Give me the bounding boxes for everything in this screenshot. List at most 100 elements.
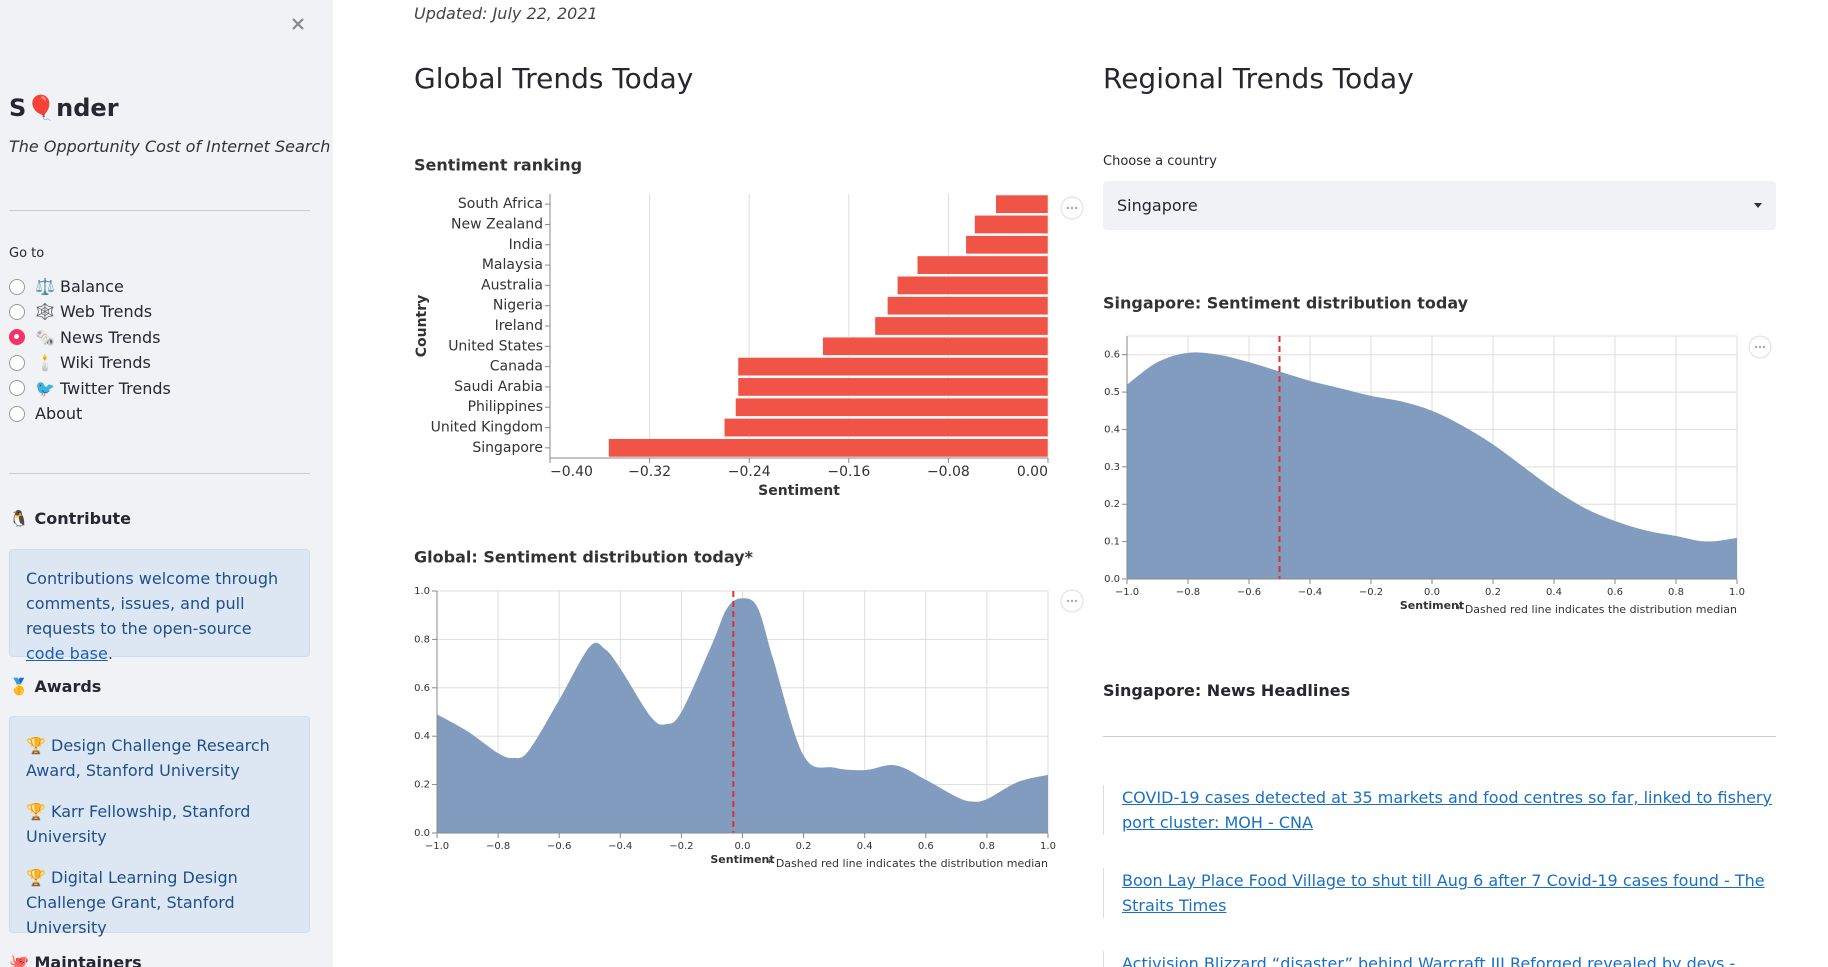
menu-dot (1066, 206, 1070, 210)
award-item: 🏆 Karr Fellowship, Stanford University (26, 802, 251, 846)
x-axis-title: Sentiment (710, 853, 774, 866)
y-tick-label: 0.0 (414, 828, 430, 839)
nav-option[interactable]: 🗞️ News Trends (9, 328, 160, 347)
x-tick-label: −0.6 (1237, 587, 1261, 598)
headline-link[interactable]: COVID-19 cases detected at 35 markets an… (1122, 788, 1772, 832)
x-tick-label: 0.0 (1424, 587, 1440, 598)
headline-link[interactable]: Activision Blizzard “disaster” behind Wa… (1122, 954, 1736, 967)
x-tick-label: −0.08 (927, 464, 970, 480)
section-heading: Global Trends Today (414, 62, 694, 95)
chart-title: Global: Sentiment distribution today* (414, 548, 754, 567)
radio-button[interactable] (9, 329, 25, 346)
x-tick-label: −0.4 (1298, 587, 1322, 598)
x-tick-label: −1.0 (1115, 587, 1139, 598)
bar (822, 336, 1049, 356)
nav-option[interactable]: ⚖️ Balance (9, 277, 124, 296)
y-tick-label: 0.2 (1104, 499, 1120, 510)
nav-label: 🐦 Twitter Trends (35, 378, 171, 398)
y-tick-label: 0.4 (1104, 424, 1120, 435)
category-label: Saudi Arabia (454, 379, 543, 395)
menu-dot (1762, 345, 1766, 349)
category-label: New Zealand (451, 216, 543, 232)
bar (974, 215, 1049, 234)
country-select[interactable]: Singapore (1103, 181, 1776, 230)
y-tick-label: 0.8 (414, 634, 430, 645)
bar (737, 357, 1049, 377)
close-button[interactable] (290, 16, 306, 32)
x-tick-label: −1.0 (425, 841, 449, 852)
category-label: United Kingdom (431, 420, 543, 436)
section-heading: Regional Trends Today (1103, 62, 1414, 95)
chart-note: * Dashed red line indicates the distribu… (767, 857, 1048, 870)
x-tick-label: −0.2 (1359, 587, 1383, 598)
y-tick-label: 0.5 (1104, 387, 1120, 398)
x-tick-label: 0.4 (1546, 587, 1562, 598)
bar (724, 418, 1049, 437)
menu-dot (1074, 206, 1078, 210)
nav-label: 🕸️ Web Trends (35, 302, 153, 322)
x-tick-label: −0.8 (1176, 587, 1200, 598)
select-value: Singapore (1117, 196, 1198, 215)
section-heading: 🐧 Contribute (9, 509, 131, 528)
headline: Activision Blizzard “disaster” behind Wa… (1103, 951, 1782, 967)
updated-date: Updated: July 22, 2021 (414, 4, 598, 23)
x-tick-label: 0.8 (1668, 587, 1684, 598)
bar (995, 194, 1049, 214)
y-tick-label: 0.0 (1104, 574, 1120, 585)
info-box: Contributions welcome through comments, … (9, 549, 310, 663)
category-label: Philippines (468, 399, 543, 415)
category-label: Ireland (495, 318, 543, 334)
radio-button[interactable] (9, 354, 25, 371)
nav-option[interactable]: 🕯️ Wiki Trends (9, 353, 151, 372)
density-area (437, 598, 1048, 833)
category-label: Australia (481, 277, 543, 293)
x-tick-label: −0.16 (827, 464, 870, 480)
x-tick-label: 0.2 (1485, 587, 1501, 598)
radio-button[interactable] (9, 303, 25, 320)
bar (917, 255, 1049, 275)
text: . (107, 644, 113, 663)
headline: Boon Lay Place Food Village to shut till… (1103, 868, 1782, 918)
section-heading: 🥇 Awards (9, 677, 102, 696)
x-axis-title: Sentiment (758, 483, 840, 499)
radio-button[interactable] (9, 380, 25, 397)
x-tick-label: −0.2 (669, 841, 693, 852)
menu-dot (1074, 599, 1078, 603)
nav-option[interactable]: About (9, 404, 82, 423)
y-tick-label: 0.6 (1104, 350, 1120, 361)
chart-title: Singapore: Sentiment distribution today (1103, 294, 1469, 313)
nav-option[interactable]: 🐦 Twitter Trends (9, 379, 171, 398)
award-item: 🏆 Design Challenge Research Award, Stanf… (26, 736, 270, 780)
radio-button[interactable] (9, 278, 25, 295)
radio-button[interactable] (9, 405, 25, 422)
menu-dot (1070, 599, 1074, 603)
category-label: Nigeria (493, 298, 543, 314)
category-label: India (509, 237, 543, 253)
y-tick-label: 0.1 (1104, 537, 1120, 548)
bar (737, 377, 1049, 397)
x-tick-label: 0.0 (735, 841, 751, 852)
y-tick-label: 0.4 (414, 731, 430, 742)
link[interactable]: code base (26, 644, 108, 663)
nav-option[interactable]: 🕸️ Web Trends (9, 302, 152, 321)
x-tick-label: 0.2 (796, 841, 812, 852)
headline: COVID-19 cases detected at 35 markets an… (1103, 785, 1782, 835)
divider (9, 473, 310, 474)
divider (1103, 736, 1776, 737)
section-heading: 🐙 Maintainers (9, 953, 142, 967)
x-tick-label: 0.6 (1607, 587, 1623, 598)
menu-dot (1758, 345, 1762, 349)
bar (965, 235, 1049, 255)
menu-dot (1754, 345, 1758, 349)
headline-link[interactable]: Boon Lay Place Food Village to shut till… (1122, 871, 1765, 915)
nav-label: ⚖️ Balance (35, 277, 124, 296)
section-heading: Singapore: News Headlines (1103, 681, 1351, 700)
nav-label: About (35, 404, 83, 423)
x-tick-label: 1.0 (1040, 841, 1056, 852)
sidebar: S🎈nder The Opportunity Cost of Internet … (0, 0, 333, 967)
menu-dot (1070, 206, 1074, 210)
x-tick-label: 1.0 (1729, 587, 1745, 598)
x-tick-label: −0.24 (728, 464, 771, 480)
